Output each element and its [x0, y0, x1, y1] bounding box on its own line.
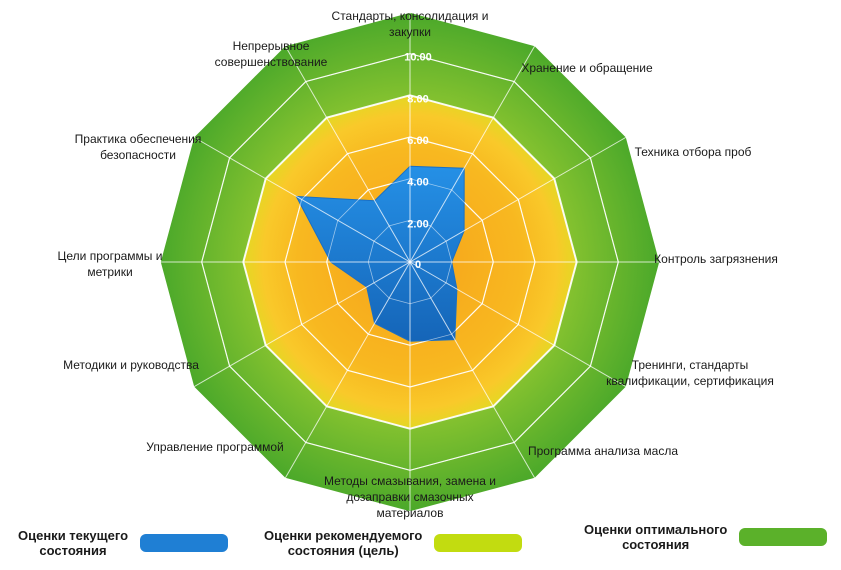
axis-label: Цели программы и метрики: [58, 249, 163, 279]
tick-label: 4.00: [407, 177, 428, 189]
axis-label-line: Методики и руководства: [63, 358, 199, 372]
axis-label-line: Стандарты, консолидация и: [332, 9, 489, 23]
legend-label: Оценки оптимального состояния: [584, 522, 728, 552]
axis-label-line: Контроль загрязнения: [654, 252, 778, 266]
axis-label-line: квалификации, сертификация: [606, 374, 774, 388]
axis-label-line: Непрерывное: [233, 39, 310, 53]
axis-label-line: Методы смазывания, замена и: [324, 474, 496, 488]
grid-ring-overlay: [284, 136, 536, 388]
tick-label: 6.00: [407, 135, 428, 147]
axis-label-line: Техника отбора проб: [635, 145, 752, 159]
tick-label: 8.00: [407, 93, 428, 105]
axis-label: Программа анализа масла: [528, 444, 678, 458]
axis-label-line: дозаправки смазочных: [346, 490, 473, 504]
axis-label-line: закупки: [389, 25, 431, 39]
axis-label-line: материалов: [377, 506, 444, 520]
legend-goal: Оценки рекомендуемого состояния (цель): [264, 528, 523, 558]
grid-ring-overlay: [242, 94, 578, 430]
axis-label-line: Цели программы и: [58, 249, 163, 263]
axis-label: Техника отбора проб: [635, 145, 752, 159]
axis-label: Методики и руководства: [63, 358, 199, 372]
legend-current: Оценки текущего состояния: [18, 528, 229, 558]
tick-label: 10.00: [404, 52, 432, 64]
legend-swatch-current: [140, 534, 229, 552]
axis-label: Управление программой: [146, 440, 284, 454]
legend-label: Оценки рекомендуемого состояния (цель): [264, 528, 423, 558]
axis-label-line: Практика обеспечения: [75, 132, 202, 146]
axis-label-line: совершенствование: [215, 55, 328, 69]
axis-label: Контроль загрязнения: [654, 252, 778, 266]
axis-label: Стандарты, консолидация и закупки: [332, 9, 489, 39]
axis-label: Методы смазывания, замена и дозаправки см…: [324, 474, 496, 520]
axis-label-line: Управление программой: [146, 440, 284, 454]
legend-swatch-optimal: [739, 528, 828, 546]
axis-label-line: Хранение и обращение: [521, 61, 653, 75]
legend-label: Оценки текущего состояния: [18, 528, 129, 558]
grid-ring-overlay: [201, 53, 619, 471]
axis-label-line: Тренинги, стандарты: [632, 358, 749, 372]
axis-label: Практика обеспечения безопасности: [75, 132, 202, 162]
axis-label-line: Программа анализа масла: [528, 444, 678, 458]
axis-label-line: метрики: [87, 265, 132, 279]
tick-label: 0: [415, 259, 421, 271]
axis-label-line: безопасности: [100, 148, 176, 162]
axis-label: Хранение и обращение: [521, 61, 653, 75]
legend-swatch-goal: [434, 534, 523, 552]
axis-label: Непрерывное совершенствование: [215, 39, 328, 69]
legend-optimal: Оценки оптимального состояния: [584, 522, 828, 552]
grid-ring-overlay: [326, 178, 494, 346]
axis-label: Тренинги, стандарты квалификации, сертифи…: [606, 358, 774, 388]
grid-ring-overlay: [367, 219, 453, 305]
tick-label: 2.00: [407, 218, 428, 230]
